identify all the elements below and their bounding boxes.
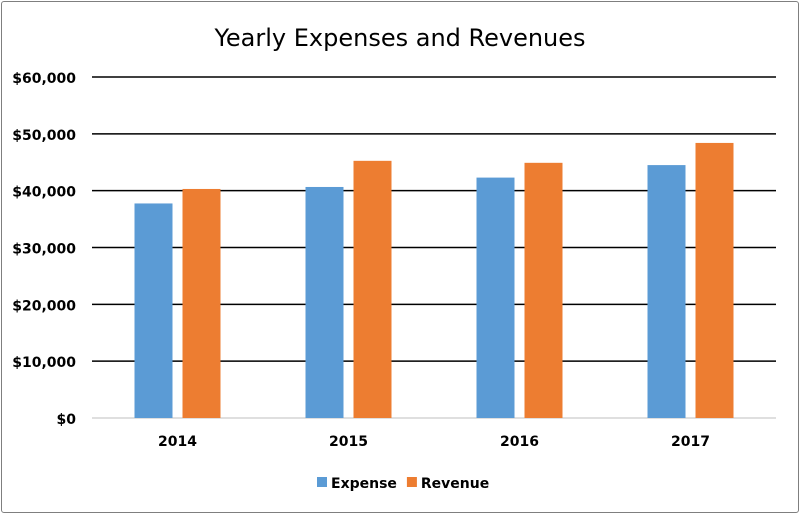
bar-expense-2014 [134,203,173,418]
x-tick-label: 2015 [329,434,368,450]
y-tick-label: $50,000 [12,128,76,144]
y-tick-label: $20,000 [12,298,76,314]
x-tick-label: 2014 [158,434,197,450]
bar-expense-2015 [305,186,344,418]
legend-label-expense: Expense [331,476,397,492]
bar-revenue-2017 [695,142,734,418]
bar-expense-2017 [647,165,686,418]
y-tick-label: $40,000 [12,185,76,201]
y-tick-label: $10,000 [12,355,76,371]
bar-expense-2016 [476,177,515,418]
chart-title: Yearly Expenses and Revenues [213,24,585,52]
bar-revenue-2016 [524,162,563,418]
x-tick-label: 2017 [671,434,710,450]
legend-swatch-expense [317,477,327,487]
y-tick-label: $30,000 [12,242,76,258]
y-tick-label: $0 [57,412,77,428]
bar-revenue-2014 [182,188,221,418]
x-tick-label: 2016 [500,434,539,450]
y-tick-label: $60,000 [12,71,76,87]
bar-revenue-2015 [353,160,392,418]
legend-swatch-revenue [406,477,417,487]
legend-label-revenue: Revenue [421,476,489,492]
